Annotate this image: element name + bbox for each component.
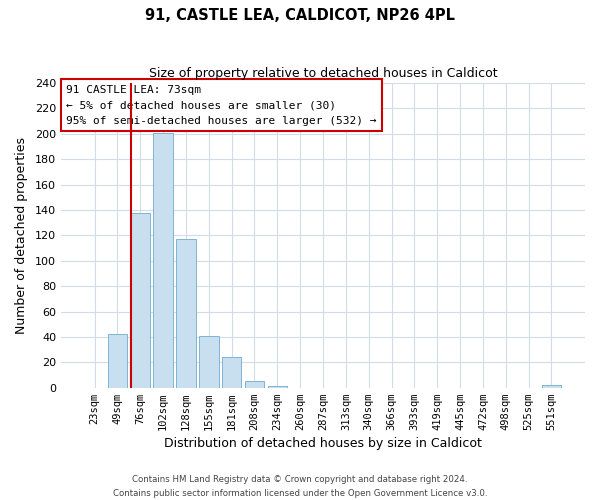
Text: Contains HM Land Registry data © Crown copyright and database right 2024.
Contai: Contains HM Land Registry data © Crown c… [113, 476, 487, 498]
Bar [154, 132, 173, 388]
Bar [199, 336, 218, 388]
Y-axis label: Number of detached properties: Number of detached properties [15, 137, 28, 334]
Bar [131, 212, 150, 388]
Bar [245, 382, 264, 388]
X-axis label: Distribution of detached houses by size in Caldicot: Distribution of detached houses by size … [164, 437, 482, 450]
Text: 91, CASTLE LEA, CALDICOT, NP26 4PL: 91, CASTLE LEA, CALDICOT, NP26 4PL [145, 8, 455, 22]
Title: Size of property relative to detached houses in Caldicot: Size of property relative to detached ho… [149, 68, 497, 80]
Bar [108, 334, 127, 388]
Bar [268, 386, 287, 388]
Bar [542, 385, 561, 388]
Text: 91 CASTLE LEA: 73sqm
← 5% of detached houses are smaller (30)
95% of semi-detach: 91 CASTLE LEA: 73sqm ← 5% of detached ho… [66, 84, 377, 126]
Bar [176, 239, 196, 388]
Bar [222, 357, 241, 388]
